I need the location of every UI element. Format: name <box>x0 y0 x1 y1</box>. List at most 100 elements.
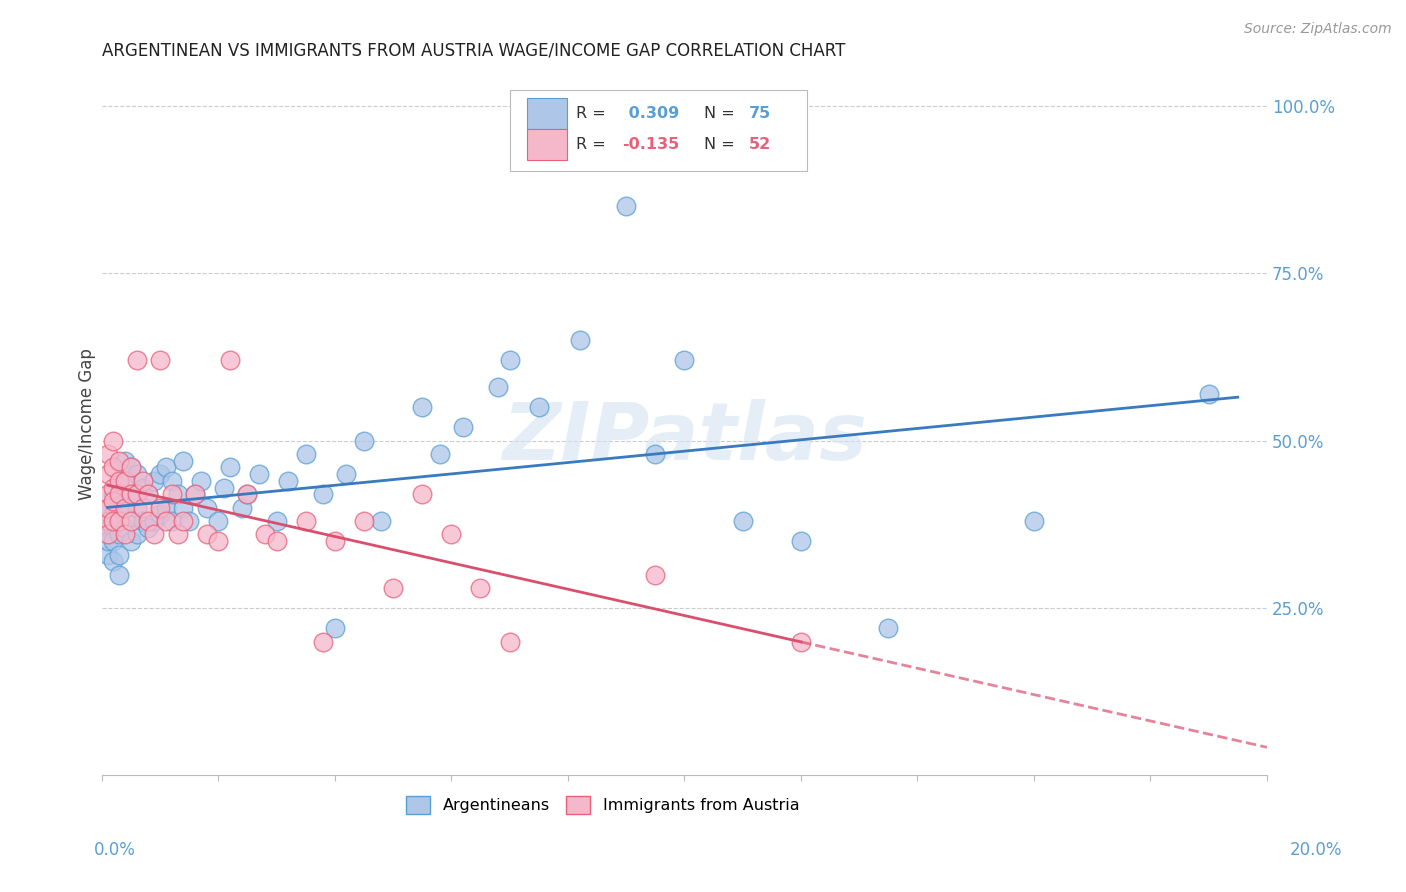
Point <box>486 380 509 394</box>
Point <box>1198 387 1220 401</box>
Point <box>149 467 172 482</box>
Point <box>440 527 463 541</box>
Point <box>97 548 120 562</box>
Point <box>120 460 142 475</box>
Point <box>212 481 235 495</box>
Point <box>108 527 131 541</box>
Point <box>231 500 253 515</box>
Point <box>97 527 120 541</box>
Point <box>143 527 166 541</box>
Point <box>143 514 166 528</box>
Point <box>97 534 120 549</box>
Point <box>103 514 125 528</box>
Point <box>108 567 131 582</box>
Point <box>114 500 136 515</box>
Point <box>125 500 148 515</box>
Point <box>143 474 166 488</box>
Point <box>429 447 451 461</box>
Point <box>179 514 201 528</box>
Point <box>103 434 125 448</box>
Point <box>172 500 194 515</box>
Point <box>125 467 148 482</box>
Point <box>149 353 172 368</box>
Point <box>103 494 125 508</box>
Point <box>353 434 375 448</box>
Point <box>138 487 160 501</box>
Text: R =: R = <box>576 137 610 153</box>
Point <box>166 527 188 541</box>
Point <box>131 500 153 515</box>
Point <box>673 353 696 368</box>
Point <box>335 467 357 482</box>
Point <box>108 481 131 495</box>
Point <box>114 474 136 488</box>
Point <box>172 514 194 528</box>
Text: 75: 75 <box>748 106 770 120</box>
Point <box>184 487 207 501</box>
Point <box>108 548 131 562</box>
Point <box>644 447 666 461</box>
Text: R =: R = <box>576 106 610 120</box>
Point <box>731 514 754 528</box>
Point <box>97 527 120 541</box>
Point <box>195 500 218 515</box>
Point <box>114 521 136 535</box>
Text: 20.0%: 20.0% <box>1291 840 1343 858</box>
Point <box>120 487 142 501</box>
Point <box>120 534 142 549</box>
Point <box>108 514 131 528</box>
Point <box>160 474 183 488</box>
Point <box>108 474 131 488</box>
Point <box>219 353 242 368</box>
FancyBboxPatch shape <box>527 98 567 128</box>
Point <box>120 460 142 475</box>
Point <box>614 199 637 213</box>
Point <box>138 521 160 535</box>
Point <box>97 467 120 482</box>
Point <box>236 487 259 501</box>
Point <box>353 514 375 528</box>
Point <box>138 514 160 528</box>
Point <box>155 500 177 515</box>
Point <box>97 514 120 528</box>
Point <box>103 554 125 568</box>
Point <box>266 514 288 528</box>
Text: ZIPatlas: ZIPatlas <box>502 399 868 477</box>
Point <box>103 460 125 475</box>
Point <box>103 534 125 549</box>
Point <box>219 460 242 475</box>
Text: 0.309: 0.309 <box>623 106 679 120</box>
Point <box>131 481 153 495</box>
Point <box>370 514 392 528</box>
Point <box>207 534 229 549</box>
Point <box>125 487 148 501</box>
Point <box>114 500 136 515</box>
Point <box>207 514 229 528</box>
Point <box>108 454 131 468</box>
Text: N =: N = <box>704 106 740 120</box>
Text: 0.0%: 0.0% <box>94 840 136 858</box>
Point <box>97 447 120 461</box>
Point <box>411 401 433 415</box>
Point <box>131 474 153 488</box>
Point <box>108 500 131 515</box>
Text: N =: N = <box>704 137 740 153</box>
Point <box>172 454 194 468</box>
Point <box>266 534 288 549</box>
Text: Source: ZipAtlas.com: Source: ZipAtlas.com <box>1244 22 1392 37</box>
Text: -0.135: -0.135 <box>623 137 681 153</box>
Point <box>131 514 153 528</box>
Point <box>103 481 125 495</box>
Point <box>323 534 346 549</box>
Point <box>108 487 131 501</box>
Point <box>166 487 188 501</box>
Point <box>97 500 120 515</box>
Point <box>120 514 142 528</box>
Point <box>155 514 177 528</box>
Point <box>527 401 550 415</box>
Point <box>114 454 136 468</box>
FancyBboxPatch shape <box>509 90 807 171</box>
Point <box>190 474 212 488</box>
FancyBboxPatch shape <box>527 129 567 161</box>
Point <box>149 508 172 522</box>
